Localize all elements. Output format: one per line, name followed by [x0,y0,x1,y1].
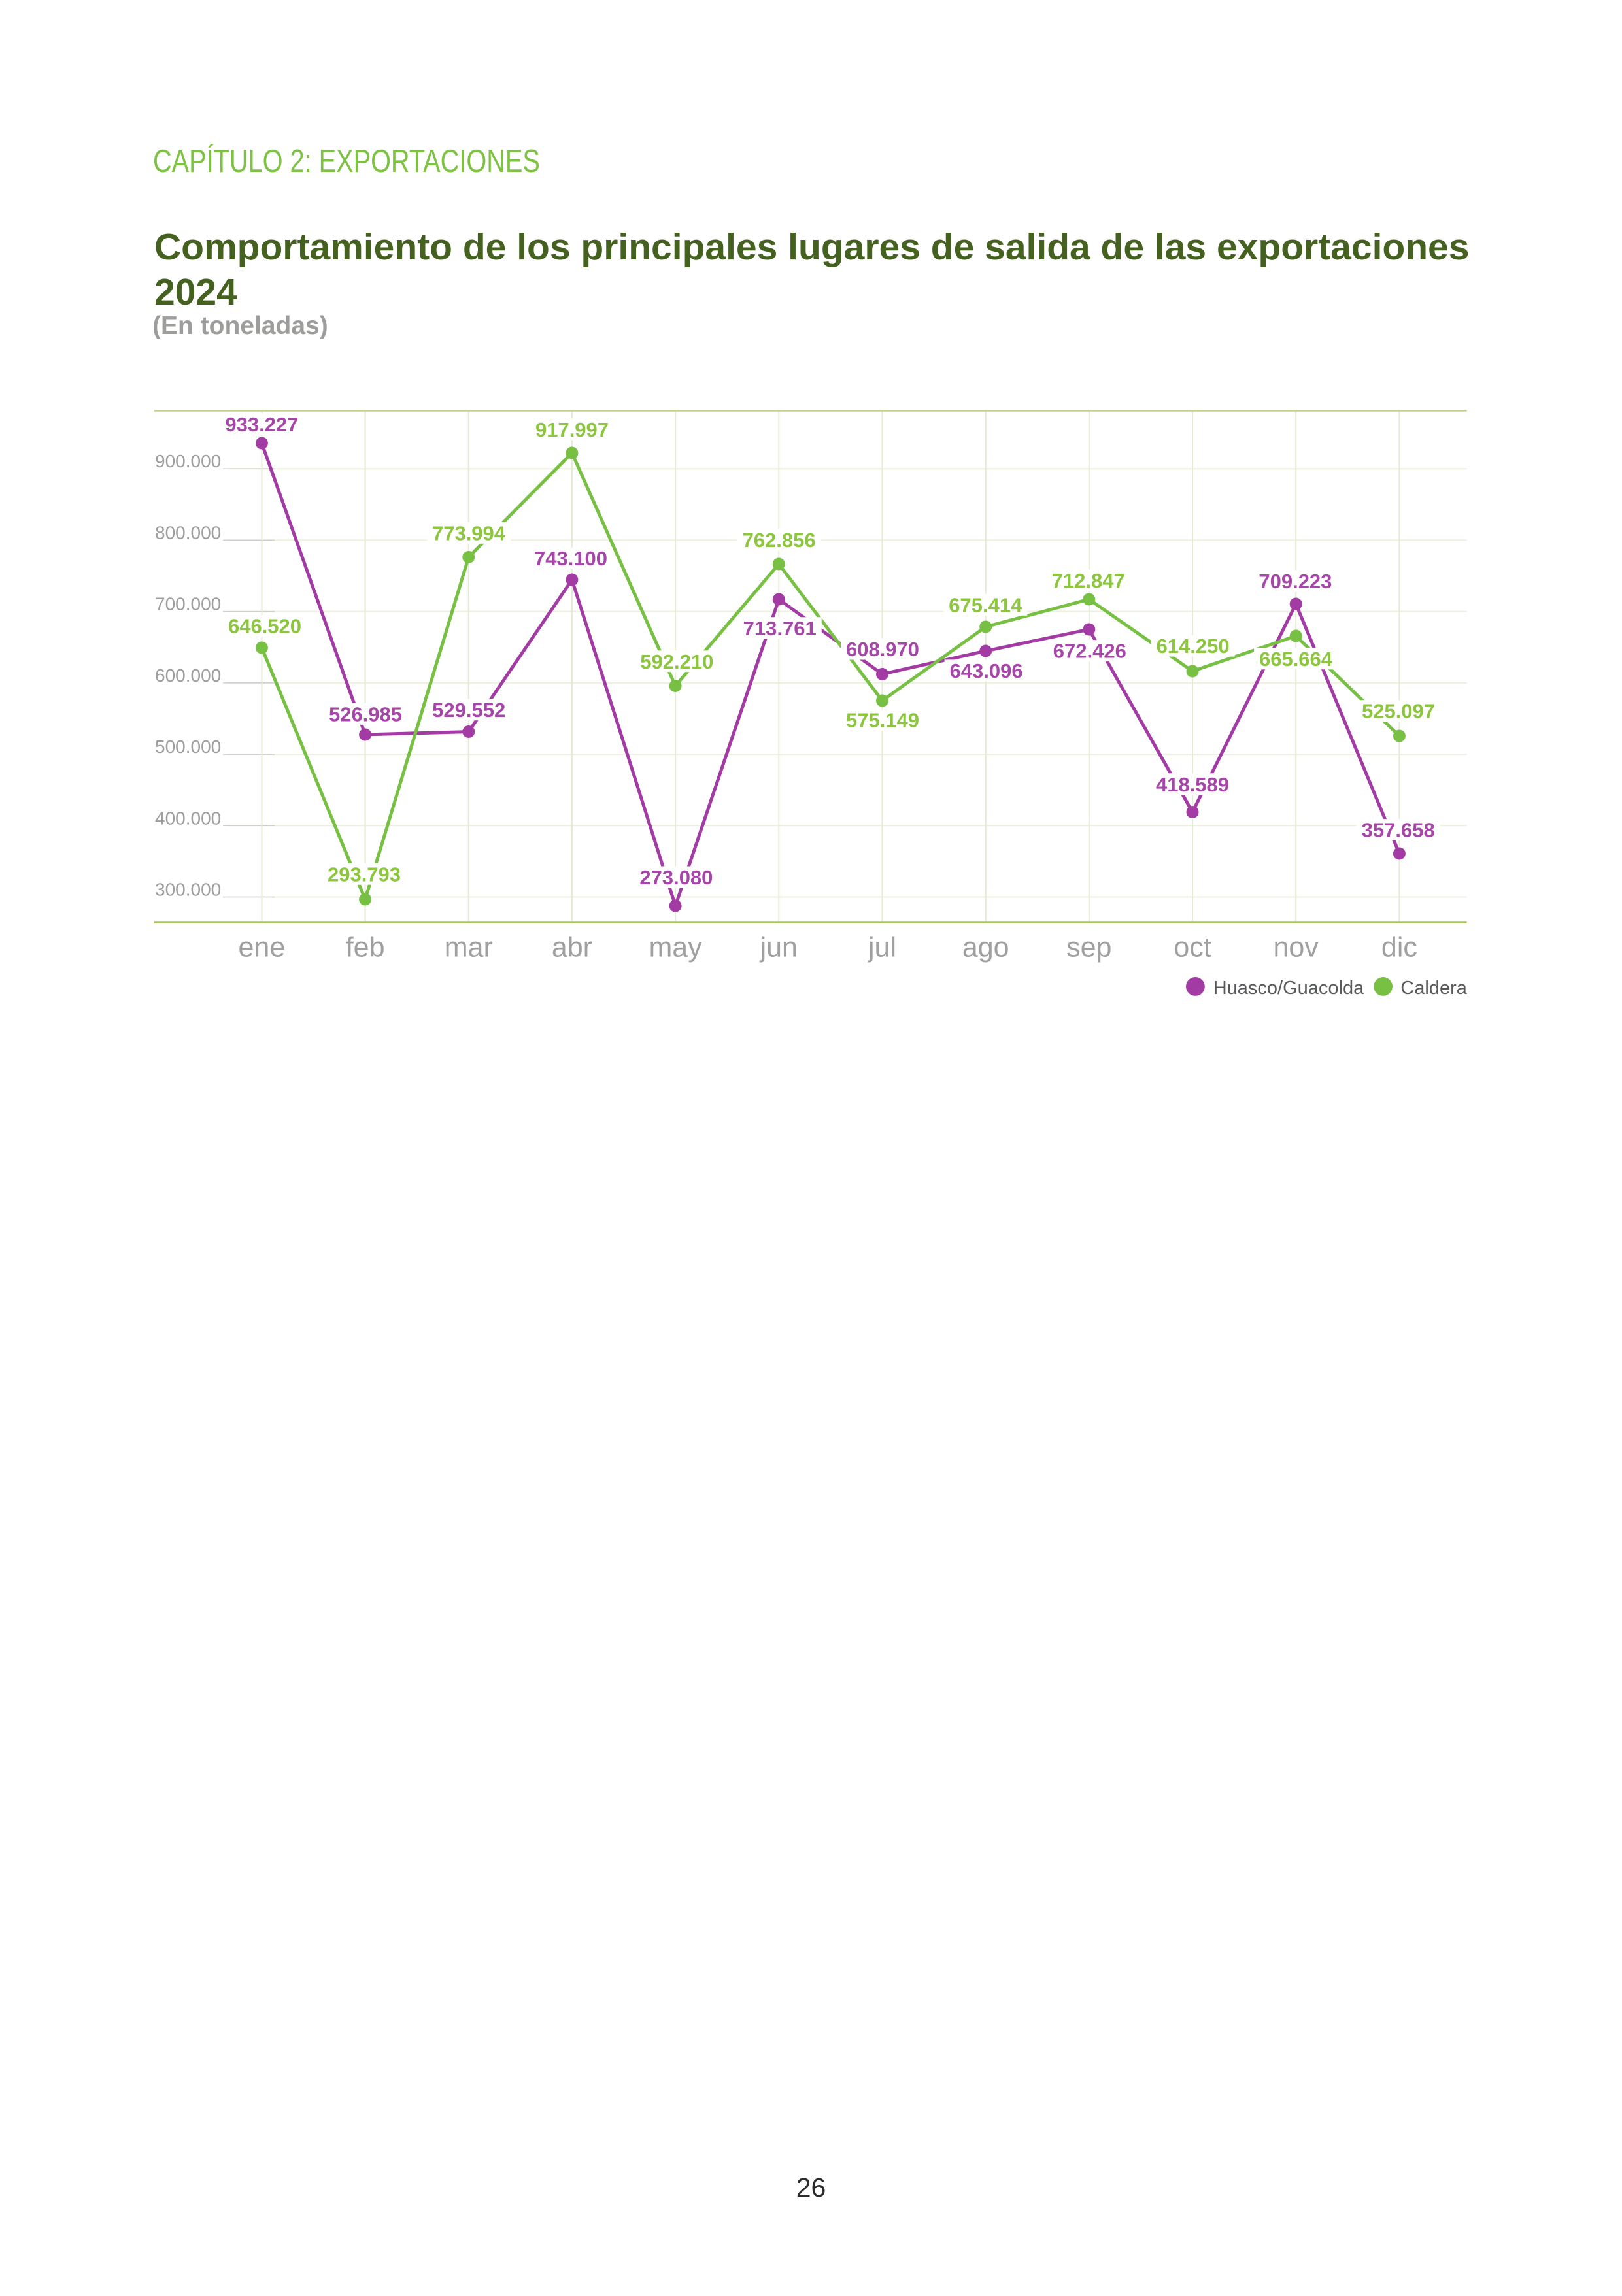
svg-text:dic: dic [1381,932,1417,963]
svg-text:900.000: 900.000 [155,451,221,471]
svg-text:sep: sep [1066,932,1111,963]
svg-text:Huasco/Guacolda: Huasco/Guacolda [1213,978,1364,999]
svg-text:592.210: 592.210 [640,650,713,673]
svg-text:jun: jun [759,932,798,963]
svg-text:712.847: 712.847 [1052,569,1125,592]
svg-text:700.000: 700.000 [155,594,221,614]
svg-text:525.097: 525.097 [1362,700,1435,723]
svg-text:may: may [649,932,702,963]
svg-text:646.520: 646.520 [228,615,301,638]
svg-text:608.970: 608.970 [846,638,919,661]
svg-text:643.096: 643.096 [950,659,1023,682]
svg-text:oct: oct [1174,932,1211,963]
svg-text:575.149: 575.149 [846,708,919,731]
svg-text:418.589: 418.589 [1156,773,1229,796]
svg-text:713.761: 713.761 [743,617,817,640]
svg-text:500.000: 500.000 [155,737,221,757]
svg-text:Caldera: Caldera [1400,978,1467,999]
svg-text:665.664: 665.664 [1259,648,1333,671]
svg-text:529.552: 529.552 [432,699,505,722]
svg-text:jul: jul [867,932,896,963]
svg-text:762.856: 762.856 [743,529,816,552]
svg-text:300.000: 300.000 [155,880,221,900]
svg-text:mar: mar [445,932,493,963]
svg-text:672.426: 672.426 [1053,640,1126,663]
svg-text:273.080: 273.080 [639,866,713,889]
svg-text:917.997: 917.997 [535,418,609,441]
svg-text:600.000: 600.000 [155,665,221,686]
svg-text:614.250: 614.250 [1157,635,1230,657]
svg-text:400.000: 400.000 [155,808,221,828]
svg-text:ago: ago [962,932,1009,963]
svg-text:743.100: 743.100 [534,547,607,570]
svg-text:933.227: 933.227 [225,413,298,436]
svg-text:526.985: 526.985 [329,703,402,726]
svg-text:293.793: 293.793 [328,863,401,886]
svg-text:feb: feb [346,932,385,963]
svg-text:357.658: 357.658 [1362,819,1435,842]
svg-text:800.000: 800.000 [155,522,221,542]
svg-text:nov: nov [1274,932,1319,963]
svg-text:ene: ene [239,932,286,963]
svg-text:773.994: 773.994 [432,522,506,544]
svg-text:abr: abr [552,932,592,963]
svg-text:675.414: 675.414 [949,593,1022,616]
svg-text:709.223: 709.223 [1259,570,1332,593]
